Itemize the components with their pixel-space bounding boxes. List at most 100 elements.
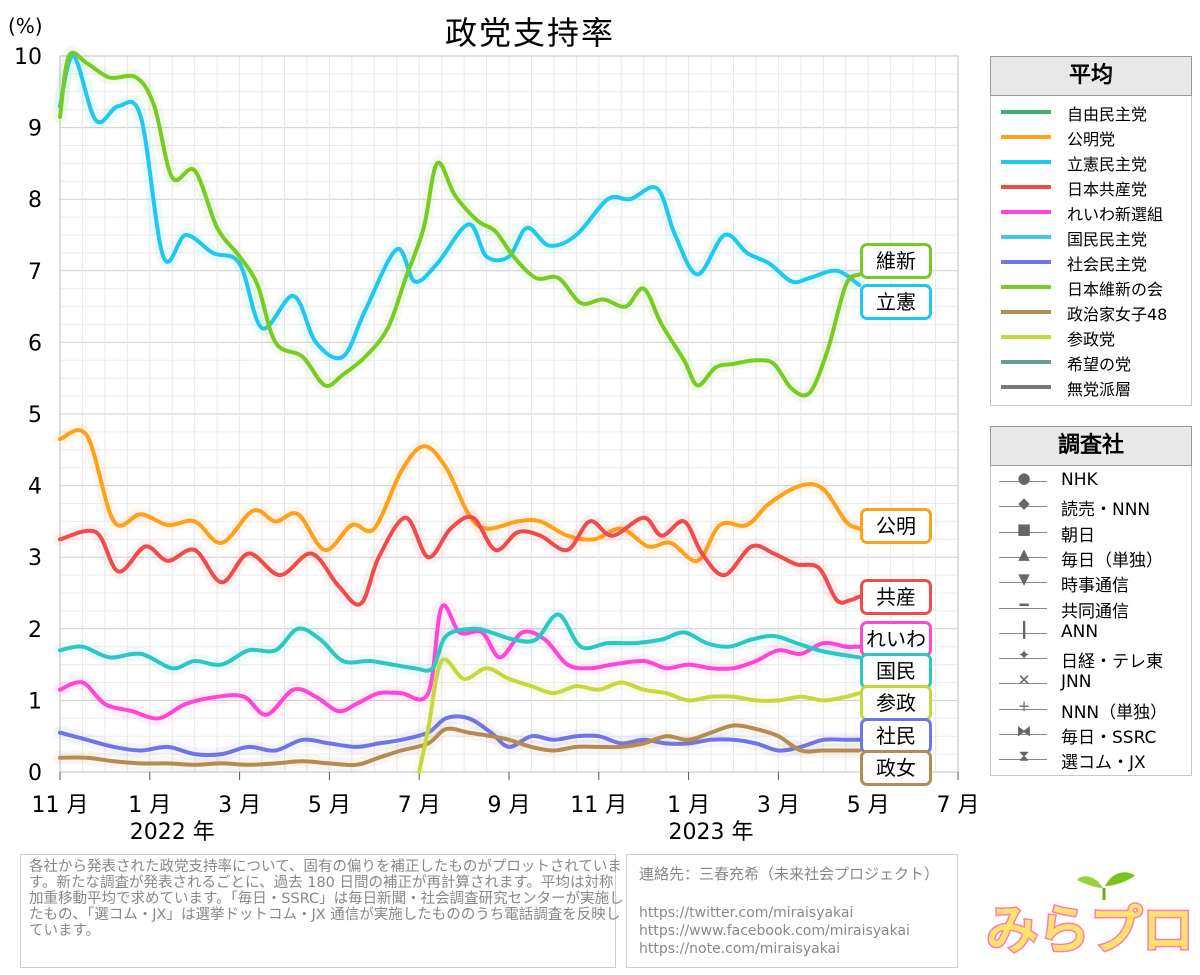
pollster-marker-icon: ✦	[1017, 646, 1031, 665]
legend-item: 無党派層	[991, 374, 1191, 399]
legend-label: 自由民主党	[1067, 105, 1148, 124]
legend-swatch	[1001, 160, 1051, 164]
series-line-9	[58, 723, 862, 768]
party-tag: 公明	[860, 508, 932, 544]
legend-label: 社会民主党	[1067, 255, 1148, 274]
pollster-line	[999, 531, 1047, 533]
pollster-item: ■ 朝日	[991, 519, 1191, 546]
legend-swatch	[1001, 385, 1051, 389]
y-tick-label: 9	[28, 117, 42, 142]
legend-item: れいわ新選組	[991, 199, 1191, 224]
legend-swatch	[1001, 210, 1051, 214]
y-tick-label: 5	[28, 403, 42, 428]
pollster-title: 調査社	[990, 426, 1192, 466]
party-tag: 社民	[860, 718, 932, 754]
pollster-label: 読売・NNN	[1061, 500, 1151, 521]
note-link[interactable]: https://note.com/miraisyakai	[639, 941, 841, 957]
note-box: 各社から発表された政党支持率について、固有の偏りを補正したものがプロットされてい…	[20, 854, 624, 968]
y-tick-label: 1	[28, 689, 42, 714]
legend-item: 参政党	[991, 324, 1191, 349]
pollster-item: ━ 共同通信	[991, 595, 1191, 622]
pollster-marker-icon: ◆	[1018, 494, 1030, 513]
pollster-item: ● NHK	[991, 469, 1191, 493]
pollster-item: ✦ 日経・テレ東	[991, 646, 1191, 672]
party-tag: 共産	[860, 579, 932, 615]
series-line-5	[58, 612, 862, 673]
x-tick-label: 9 月	[488, 793, 531, 818]
contact-label: 連絡先：三春充希（未来社会プロジェクト）	[639, 865, 940, 883]
legend-swatch	[1001, 360, 1051, 364]
legend-label: 立憲民主党	[1067, 155, 1148, 174]
party-tag: 国民	[860, 653, 932, 689]
legend-label: 日本共産党	[1067, 180, 1148, 199]
pollster-line	[999, 607, 1047, 609]
pollster-marker-icon: ⧗	[1018, 747, 1030, 766]
pollster-item: ▼ 時事通信	[991, 570, 1191, 596]
x-tick-label: 7 月	[398, 793, 441, 818]
series-line-3	[58, 514, 862, 607]
year-label: 2022 年	[130, 820, 215, 845]
contact-box: 連絡先：三春充希（未来社会プロジェクト） https://twitter.com…	[626, 854, 958, 968]
pollster-marker-icon: ■	[1016, 519, 1032, 538]
legend-item: 政治家女子48	[991, 299, 1191, 324]
legend-label: 国民民主党	[1067, 230, 1148, 249]
facebook-link[interactable]: https://www.facebook.com/miraisyakai	[639, 923, 910, 939]
legend-swatch	[1001, 285, 1051, 289]
legend-label: れいわ新選組	[1067, 205, 1164, 224]
legend-label: 無党派層	[1067, 380, 1132, 399]
party-tag: 参政	[860, 685, 932, 721]
mirapro-logo: みらプロ	[985, 872, 1195, 960]
pollster-line	[999, 708, 1047, 710]
pollster-item: ▲ 毎日（単独）	[991, 545, 1191, 571]
pollster-label: NHK	[1061, 470, 1098, 490]
x-tick-label: 11 月	[32, 793, 89, 818]
y-tick-label: 3	[28, 546, 42, 571]
pollster-marker-icon: ⧓	[1016, 722, 1032, 740]
legend-item: 日本維新の会	[991, 274, 1191, 299]
y-tick-label: 0	[28, 761, 42, 786]
party-tag: 立憲	[860, 284, 932, 320]
twitter-link[interactable]: https://twitter.com/miraisyakai	[639, 905, 854, 921]
y-axis-unit: (%)	[8, 14, 43, 38]
series-line-2	[58, 53, 862, 361]
legend-item: 日本共産党	[991, 174, 1191, 199]
x-tick-label: 3 月	[757, 793, 800, 818]
chart-title: 政党支持率	[444, 14, 615, 52]
legend-item: 社会民主党	[991, 249, 1191, 274]
pollster-marker-icon: ✕	[1017, 671, 1031, 690]
legend-swatch	[1001, 235, 1051, 239]
y-tick-label: 2	[28, 618, 42, 643]
legend-label: 希望の党	[1067, 355, 1132, 374]
legend-item: 立憲民主党	[991, 149, 1191, 174]
legend-label: 政治家女子48	[1067, 305, 1168, 324]
x-tick-label: 5 月	[847, 793, 890, 818]
pollster-item: ⧗ 選コム・JX	[991, 747, 1191, 774]
party-tag: 政女	[860, 750, 932, 786]
y-tick-label: 10	[14, 45, 42, 70]
legend-item: 自由民主党	[991, 99, 1191, 124]
pollster-line	[999, 632, 1047, 634]
pollster-marker-icon: ━	[1019, 595, 1029, 614]
x-tick-label: 7 月	[937, 793, 980, 818]
x-tick-label: 11 月	[570, 793, 627, 818]
x-tick-label: 5 月	[308, 793, 351, 818]
pollster-panel: 調査社 ● NHK ◆ 読売・NNN ■ 朝日 ▲ 毎日（単独） ▼ 時事通信 ━ 共同通信 ┃ ANN ✦…	[990, 426, 1192, 776]
pollster-marker-icon: ┃	[1019, 620, 1029, 639]
legend-item: 公明党	[991, 124, 1191, 149]
pollster-label: 選コム・JX	[1061, 753, 1146, 774]
pollster-line	[999, 658, 1047, 660]
pollster-item: + NNN（単独）	[991, 697, 1191, 723]
pollster-label: JNN	[1061, 672, 1092, 693]
pollster-line	[999, 759, 1047, 761]
x-tick-label: 1 月	[128, 793, 171, 818]
legend-swatch	[1001, 135, 1051, 139]
x-tick-label: 1 月	[667, 793, 710, 818]
legend-swatch	[1001, 110, 1051, 114]
pollster-label: ANN	[1061, 621, 1099, 642]
note-text: 各社から発表された政党支持率について、固有の偏りを補正したものがプロットされてい…	[29, 859, 624, 939]
legend-swatch	[1001, 185, 1051, 189]
y-tick-label: 8	[28, 188, 42, 213]
pollster-label: 毎日（単独）	[1061, 550, 1163, 571]
party-tag: れいわ	[860, 621, 932, 657]
